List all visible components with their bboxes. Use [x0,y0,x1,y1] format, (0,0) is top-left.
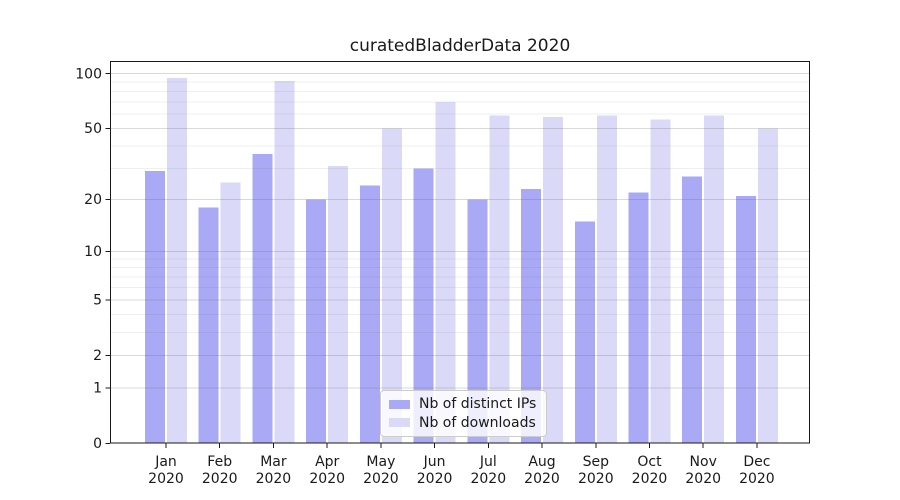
tick-label-x-may: May [366,454,395,470]
bar-downloads-apr [328,165,349,444]
bar-downloads-jun [435,101,456,444]
tick-label-y-5: 5 [93,293,102,309]
tick-label-x-dec: Dec [743,454,770,470]
tick-label-x-apr: Apr [315,454,339,470]
tick-label-x-jul: Jul [479,454,497,470]
tick-label-x-year-jan: 2020 [148,471,184,487]
tick-label-x-year-mar: 2020 [256,471,292,487]
bar-ips-mar [252,154,273,444]
bar-downloads-aug [543,116,563,444]
tick-label-x-oct: Oct [637,454,662,470]
tick-label-x-year-feb: 2020 [202,471,238,487]
tick-label-y-10: 10 [84,244,102,260]
chart-title: curatedBladderData 2020 [349,36,571,56]
bar-downloads-dec [757,128,778,444]
tick-label-x-year-oct: 2020 [632,471,668,487]
tick-label-x-aug: Aug [528,454,555,470]
tick-label-x-year-aug: 2020 [524,471,560,487]
tick-label-y-0: 0 [93,436,102,452]
tick-label-x-sep: Sep [583,454,610,470]
bar-ips-oct [628,192,649,444]
bar-ips-jul [467,199,488,444]
bar-downloads-mar [274,81,295,444]
tick-label-x-year-apr: 2020 [309,471,345,487]
legend-item-distinct-ips: Nb of distinct IPs [389,396,538,412]
bar-downloads-feb [220,182,241,444]
bar-ips-nov [682,176,703,444]
bar-downloads-oct [650,119,671,444]
bar-ips-aug [521,188,541,444]
bar-downloads-jan [167,77,187,444]
bar-ips-dec [735,195,756,444]
legend-swatch-downloads-icon [389,418,410,428]
axes-frame [110,61,810,444]
tick-label-x-jun: Jun [423,454,446,470]
tick-label-x-jan: Jan [154,454,177,470]
tick-label-x-feb: Feb [207,454,232,470]
tick-label-y-20: 20 [84,192,102,208]
legend-item-downloads: Nb of downloads [389,415,538,431]
tick-label-x-year-may: 2020 [363,471,399,487]
tick-label-x-year-jul: 2020 [470,471,506,487]
bar-ips-apr [306,199,327,444]
tick-label-x-mar: Mar [260,454,287,470]
tick-label-y-2: 2 [93,348,102,364]
legend-label-distinct-ips: Nb of distinct IPs [419,396,537,413]
tick-label-y-100: 100 [75,66,102,82]
legend-swatch-ips-icon [389,399,410,409]
legend-label-downloads: Nb of downloads [419,414,536,431]
tick-label-x-year-jun: 2020 [417,471,453,487]
bar-downloads-sep [596,115,617,444]
tick-label-y-1: 1 [93,381,102,397]
bar-downloads-nov [704,115,725,444]
bar-ips-may [359,185,380,444]
tick-label-y-50: 50 [84,121,102,137]
tick-label-x-nov: Nov [690,454,717,470]
bar-ips-sep [574,221,595,444]
bar-ips-jan [145,171,165,444]
legend: Nb of distinct IPs Nb of downloads [380,390,547,437]
bar-downloads-may [381,128,402,444]
bar-ips-jun [413,168,434,444]
tick-label-x-year-sep: 2020 [578,471,614,487]
tick-label-x-year-nov: 2020 [685,471,721,487]
bar-downloads-jul [489,115,510,444]
tick-label-x-year-dec: 2020 [739,471,775,487]
bar-ips-feb [198,207,219,444]
